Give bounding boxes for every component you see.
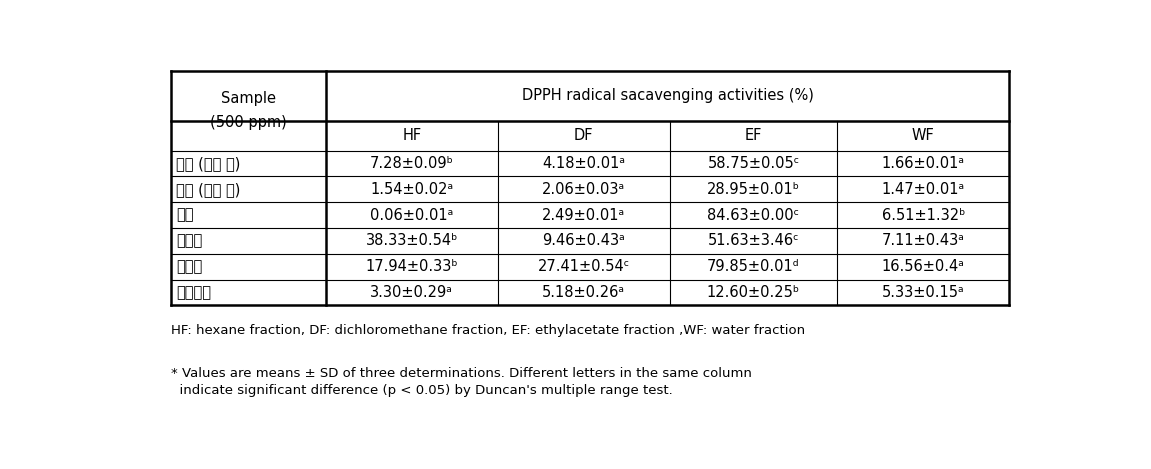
Text: 6.51±1.32ᵇ: 6.51±1.32ᵇ — [882, 208, 965, 223]
Text: 무시래기: 무시래기 — [176, 285, 211, 300]
Text: 9.46±0.43ᵃ: 9.46±0.43ᵃ — [542, 234, 625, 249]
Text: * Values are means ± SD of three determinations. Different letters in the same c: * Values are means ± SD of three determi… — [170, 367, 752, 397]
Text: 12.60±0.25ᵇ: 12.60±0.25ᵇ — [707, 285, 800, 300]
Text: 38.33±0.54ᵇ: 38.33±0.54ᵇ — [366, 234, 458, 249]
Text: 7.11±0.43ᵃ: 7.11±0.43ᵃ — [882, 234, 965, 249]
Text: 2.06±0.03ᵃ: 2.06±0.03ᵃ — [542, 182, 625, 197]
Text: 28.95±0.01ᵇ: 28.95±0.01ᵇ — [707, 182, 800, 197]
Text: 단감 (껴질 有): 단감 (껴질 有) — [176, 156, 241, 171]
Text: DF: DF — [574, 129, 594, 144]
Text: HF: HF — [402, 129, 421, 144]
Text: 1.54±0.02ᵃ: 1.54±0.02ᵃ — [371, 182, 453, 197]
Text: 84.63±0.00ᶜ: 84.63±0.00ᶜ — [708, 208, 800, 223]
Text: 4.18±0.01ᵃ: 4.18±0.01ᵃ — [542, 156, 625, 171]
Text: 1.47±0.01ᵃ: 1.47±0.01ᵃ — [882, 182, 965, 197]
Text: 5.18±0.26ᵃ: 5.18±0.26ᵃ — [542, 285, 625, 300]
Text: Sample
(500 ppm): Sample (500 ppm) — [209, 91, 287, 130]
Text: 5.33±0.15ᵃ: 5.33±0.15ᵃ — [882, 285, 965, 300]
Text: HF: hexane fraction, DF: dichloromethane fraction, EF: ethylacetate fraction ,WF: HF: hexane fraction, DF: dichloromethane… — [170, 324, 805, 337]
Text: WF: WF — [912, 129, 935, 144]
Text: 0.06±0.01ᵃ: 0.06±0.01ᵃ — [371, 208, 453, 223]
Text: 79.85±0.01ᵈ: 79.85±0.01ᵈ — [707, 259, 800, 274]
Text: 51.63±3.46ᶜ: 51.63±3.46ᶜ — [708, 234, 799, 249]
Text: 곣감: 곣감 — [176, 208, 193, 223]
Text: 2.49±0.01ᵃ: 2.49±0.01ᵃ — [542, 208, 625, 223]
Text: 1.66±0.01ᵃ: 1.66±0.01ᵃ — [882, 156, 965, 171]
Text: 산수유: 산수유 — [176, 259, 203, 274]
Text: 피자두: 피자두 — [176, 234, 203, 249]
Text: 7.28±0.09ᵇ: 7.28±0.09ᵇ — [369, 156, 453, 171]
Text: 단감 (껴질 無): 단감 (껴질 無) — [176, 182, 241, 197]
Text: 17.94±0.33ᵇ: 17.94±0.33ᵇ — [365, 259, 458, 274]
Text: 58.75±0.05ᶜ: 58.75±0.05ᶜ — [708, 156, 800, 171]
Text: 16.56±0.4ᵃ: 16.56±0.4ᵃ — [882, 259, 965, 274]
Text: 27.41±0.54ᶜ: 27.41±0.54ᶜ — [538, 259, 630, 274]
Text: DPPH radical sacavenging activities (%): DPPH radical sacavenging activities (%) — [521, 89, 814, 104]
Text: 3.30±0.29ᵃ: 3.30±0.29ᵃ — [371, 285, 453, 300]
Text: EF: EF — [745, 129, 762, 144]
